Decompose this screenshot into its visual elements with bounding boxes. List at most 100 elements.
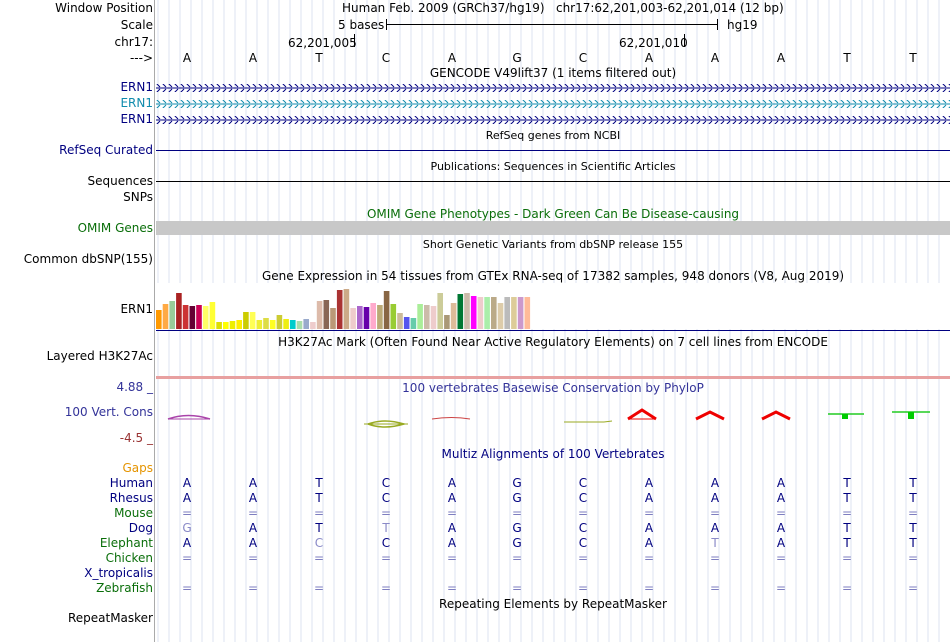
- alignment-base: A: [182, 491, 192, 505]
- alignment-base: =: [775, 551, 787, 565]
- alignment-base: =: [907, 551, 919, 565]
- transcript-ern1-2[interactable]: [156, 100, 950, 108]
- label-gaps[interactable]: Gaps: [122, 461, 153, 475]
- alignment-base: =: [511, 581, 523, 595]
- transcript-ern1-3[interactable]: [156, 116, 950, 124]
- label-ern1-3[interactable]: ERN1: [120, 112, 153, 126]
- gtex-title: Gene Expression in 54 tissues from GTEx …: [261, 269, 845, 283]
- alignment-base: G: [512, 521, 522, 535]
- label-xtropicalis[interactable]: X_tropicalis: [84, 566, 153, 580]
- alignment-base: =: [380, 551, 392, 565]
- alignment-base: =: [181, 581, 193, 595]
- label-dog[interactable]: Dog: [128, 521, 153, 535]
- alignment-base: A: [776, 536, 786, 550]
- alignment-base: C: [578, 536, 588, 550]
- gtex-bar: [249, 312, 256, 329]
- label-common-dbsnp[interactable]: Common dbSNP(155): [23, 252, 153, 266]
- alignment-base: =: [247, 581, 259, 595]
- label-ern1-gtex[interactable]: ERN1: [120, 302, 153, 316]
- gtex-bar: [450, 303, 457, 329]
- alignment-base: A: [248, 536, 258, 550]
- alignment-base: =: [709, 581, 721, 595]
- transcript-ern1-1[interactable]: [156, 84, 950, 92]
- gencode-title: GENCODE V49lift37 (1 items filtered out): [429, 66, 677, 80]
- alignment-base: =: [907, 506, 919, 520]
- alignment-base: T: [909, 491, 917, 505]
- alignment-base: =: [313, 551, 325, 565]
- gtex-bar: [296, 321, 303, 329]
- sequences-line[interactable]: [156, 181, 950, 182]
- label-chicken[interactable]: Chicken: [105, 551, 153, 565]
- alignment-base: =: [577, 506, 589, 520]
- repeatmasker-title: Repeating Elements by RepeatMasker: [439, 597, 667, 611]
- gtex-bar: [350, 308, 356, 329]
- gtex-bar: [290, 320, 296, 329]
- gtex-bar: [357, 306, 363, 329]
- label-rhesus[interactable]: Rhesus: [109, 491, 153, 505]
- gtex-bar: [410, 318, 417, 329]
- label-sequences[interactable]: Sequences: [87, 174, 153, 188]
- label-layered-h3k27ac[interactable]: Layered H3K27Ac: [46, 349, 153, 363]
- label-separator: [154, 0, 155, 642]
- label-ern1-2[interactable]: ERN1: [120, 96, 153, 110]
- sequence-base: A: [447, 51, 457, 65]
- gtex-bar: [383, 291, 390, 329]
- gtex-bar: [497, 303, 504, 329]
- alignment-base: A: [182, 476, 192, 490]
- alignment-base: T: [315, 491, 323, 505]
- label-strand[interactable]: --->: [129, 51, 153, 65]
- label-zebrafish[interactable]: Zebrafish: [96, 581, 153, 595]
- gtex-baseline: [156, 330, 950, 331]
- alignment-base: C: [381, 476, 391, 490]
- coord-tick-2: [684, 34, 685, 47]
- gtex-bar-chart[interactable]: [156, 283, 950, 329]
- omim-bar[interactable]: [156, 221, 950, 235]
- alignment-base: T: [843, 536, 851, 550]
- alignment-base: =: [643, 551, 655, 565]
- gtex-bar: [243, 312, 249, 329]
- label-elephant[interactable]: Elephant: [99, 536, 153, 550]
- alignment-base: T: [711, 536, 719, 550]
- label-scale[interactable]: Scale: [120, 18, 153, 32]
- alignment-base: T: [315, 476, 323, 490]
- label-snps[interactable]: SNPs: [123, 190, 153, 204]
- label-cons-max: 4.88 _: [116, 380, 153, 394]
- alignment-mouse[interactable]: = = = = = = = = = = = =: [156, 506, 950, 520]
- label-omim[interactable]: OMIM Genes: [77, 221, 153, 235]
- label-chrom[interactable]: chr17:: [114, 35, 153, 49]
- h3k27ac-signal[interactable]: [156, 376, 950, 379]
- alignment-base: =: [313, 581, 325, 595]
- refseq-line[interactable]: [156, 150, 950, 151]
- label-ern1-1[interactable]: ERN1: [120, 80, 153, 94]
- label-vert-cons[interactable]: 100 Vert. Cons: [64, 405, 153, 419]
- gtex-bar: [269, 320, 276, 329]
- alignment-base: =: [841, 581, 853, 595]
- scale-bar-right-tick: [717, 19, 718, 30]
- alignment-base: C: [381, 491, 391, 505]
- scale-bar-left-tick: [386, 19, 387, 30]
- phylop-track[interactable]: [156, 400, 950, 435]
- refseq-title: RefSeq genes from NCBI: [485, 129, 621, 142]
- label-repeatmasker[interactable]: RepeatMasker: [67, 611, 153, 625]
- gtex-bar: [189, 306, 196, 329]
- alignment-base: T: [382, 521, 390, 535]
- alignment-chicken[interactable]: = = = = = = = = = = = =: [156, 551, 950, 565]
- label-refseq[interactable]: RefSeq Curated: [59, 143, 153, 157]
- alignment-base: G: [512, 491, 522, 505]
- gtex-bar: [457, 294, 464, 329]
- h3k27ac-title: H3K27Ac Mark (Often Found Near Active Re…: [278, 335, 828, 349]
- gencode-transcripts[interactable]: [156, 80, 950, 128]
- publications-title: Publications: Sequences in Scientific Ar…: [430, 160, 676, 173]
- gtex-bar: [491, 297, 497, 329]
- label-window-position[interactable]: Window Position: [55, 1, 153, 15]
- label-human[interactable]: Human: [109, 476, 153, 490]
- label-mouse[interactable]: Mouse: [114, 506, 153, 520]
- alignment-zebrafish[interactable]: = = = = = = = = = = = =: [156, 581, 950, 595]
- gtex-bar: [236, 320, 242, 329]
- gtex-bar: [336, 290, 343, 329]
- alignment-base: A: [182, 536, 192, 550]
